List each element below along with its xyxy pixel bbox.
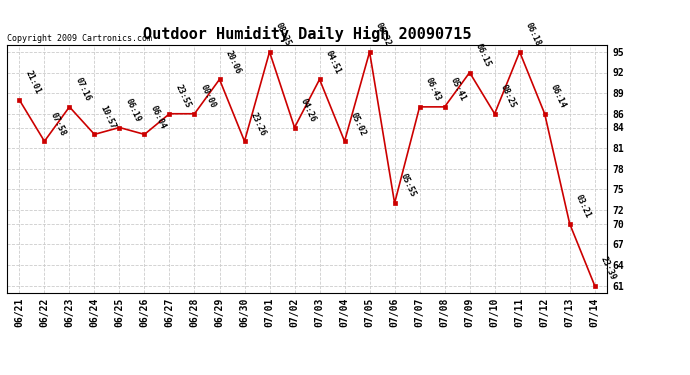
Text: 07:16: 07:16: [74, 76, 92, 103]
Text: 06:04: 06:04: [148, 104, 168, 130]
Text: 06:14: 06:14: [549, 83, 568, 110]
Text: 06:19: 06:19: [124, 97, 142, 123]
Text: Copyright 2009 Cartronics.com: Copyright 2009 Cartronics.com: [7, 33, 152, 42]
Text: 10:57: 10:57: [99, 104, 117, 130]
Text: 04:51: 04:51: [324, 49, 342, 75]
Text: 06:18: 06:18: [524, 21, 542, 48]
Text: 00:00: 00:00: [199, 83, 217, 110]
Text: 23:55: 23:55: [174, 83, 193, 110]
Text: 20:06: 20:06: [224, 49, 242, 75]
Text: 23:26: 23:26: [248, 111, 268, 137]
Text: 23:39: 23:39: [599, 255, 618, 282]
Text: 21:01: 21:01: [23, 69, 42, 96]
Text: 03:21: 03:21: [574, 193, 593, 220]
Text: 05:55: 05:55: [399, 172, 417, 199]
Text: 06:43: 06:43: [424, 76, 442, 103]
Title: Outdoor Humidity Daily High 20090715: Outdoor Humidity Daily High 20090715: [143, 27, 471, 42]
Text: 08:25: 08:25: [499, 83, 518, 110]
Text: 06:15: 06:15: [474, 42, 493, 68]
Text: 05:02: 05:02: [348, 111, 368, 137]
Text: 08:35: 08:35: [274, 21, 293, 48]
Text: 07:58: 07:58: [48, 111, 68, 137]
Text: 06:32: 06:32: [374, 21, 393, 48]
Text: 05:41: 05:41: [448, 76, 468, 103]
Text: 04:26: 04:26: [299, 97, 317, 123]
